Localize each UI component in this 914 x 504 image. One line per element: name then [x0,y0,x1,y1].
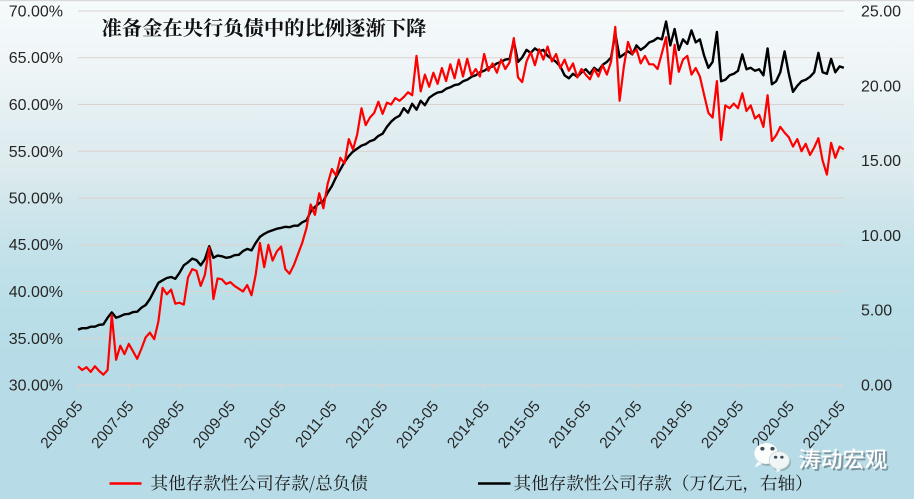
svg-text:5.00: 5.00 [861,303,892,320]
svg-text:65.00%: 65.00% [9,50,63,67]
svg-text:15.00: 15.00 [861,153,901,170]
svg-text:30.00%: 30.00% [9,378,63,395]
svg-text:0.00: 0.00 [861,378,892,395]
svg-text:70.00%: 70.00% [9,4,63,21]
svg-text:25.00: 25.00 [861,4,901,21]
svg-text:40.00%: 40.00% [9,284,63,301]
svg-text:50.00%: 50.00% [9,191,63,208]
svg-text:45.00%: 45.00% [9,237,63,254]
svg-text:10.00: 10.00 [861,228,901,245]
svg-text:60.00%: 60.00% [9,97,63,114]
svg-text:20.00: 20.00 [861,78,901,95]
svg-text:55.00%: 55.00% [9,144,63,161]
svg-text:35.00%: 35.00% [9,331,63,348]
